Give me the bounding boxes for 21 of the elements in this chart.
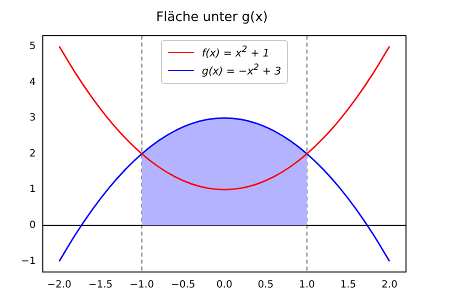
x-tick-label: 1.0 bbox=[298, 280, 315, 291]
y-tick-label: 3 bbox=[29, 112, 36, 124]
y-tick-label: 5 bbox=[29, 40, 36, 52]
line-series bbox=[58, 46, 390, 190]
legend-label: f(x) = x$^{2}$ + 1 bbox=[202, 45, 270, 60]
y-tick-label: 2 bbox=[29, 148, 36, 160]
line-series bbox=[58, 117, 390, 262]
x-tick-label: 0.5 bbox=[258, 280, 274, 291]
x-tick-label: −1.5 bbox=[88, 280, 113, 291]
x-tick-label: −1.0 bbox=[130, 280, 154, 291]
legend-label: g(x) = −x$^{2}$ + 3 bbox=[202, 63, 282, 78]
x-tick-label: −0.5 bbox=[170, 280, 196, 291]
y-tick-label: 4 bbox=[29, 76, 36, 88]
chart-title: Fläche unter g(x) bbox=[156, 10, 268, 26]
x-tick-label: 1.5 bbox=[340, 280, 356, 291]
x-tick-label: −2.0 bbox=[47, 280, 72, 291]
y-tick-label: −1 bbox=[20, 256, 36, 267]
y-tick-label: 0 bbox=[29, 220, 36, 232]
x-tick-label: 2.0 bbox=[382, 280, 398, 291]
x-tick-label: 0.0 bbox=[216, 280, 232, 291]
y-tick-label: 1 bbox=[29, 184, 36, 196]
